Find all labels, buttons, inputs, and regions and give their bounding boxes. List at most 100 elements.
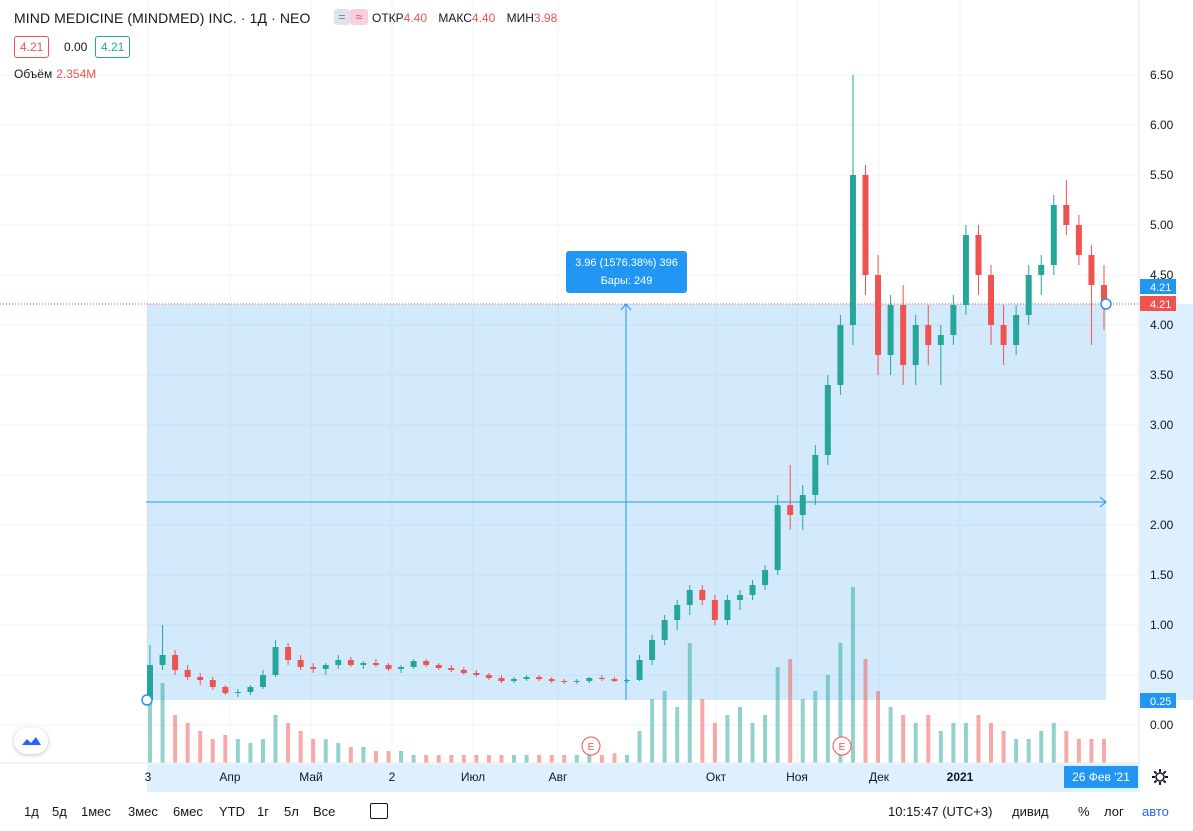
price-tick: 4.00 — [1150, 318, 1174, 332]
timeframe-button-2[interactable]: 1мес — [81, 804, 111, 819]
chart-header: MIND MEDICINE (MINDMED) INC. · 1Д · NEO … — [0, 0, 1193, 90]
candle-body — [272, 647, 279, 675]
volume-bar — [449, 755, 454, 763]
measure-start-handle[interactable] — [141, 694, 153, 706]
earnings-marker[interactable] — [832, 736, 852, 756]
date-range-icon[interactable] — [370, 803, 388, 819]
candle-body — [774, 505, 781, 570]
approx-icon[interactable]: ≈ — [350, 9, 368, 25]
candle-body — [925, 325, 932, 345]
candle-body — [711, 600, 718, 620]
volume-bar — [763, 715, 768, 763]
volume-bar — [976, 715, 981, 763]
candle-body — [636, 660, 643, 680]
open-value: 4.40 — [403, 11, 428, 25]
candle-body — [787, 505, 794, 515]
scale-option-2[interactable]: лог — [1104, 804, 1124, 819]
timeframe-button-0[interactable]: 1д — [24, 804, 39, 819]
time-tick: 3 — [145, 770, 152, 784]
equals-icon[interactable]: = — [334, 9, 350, 25]
volume-bar — [1001, 731, 1006, 763]
measure-change: 3.96 (1576.38%) 396 — [575, 257, 678, 269]
volume-bar — [524, 755, 529, 763]
volume-bar — [1076, 739, 1081, 763]
candle-body — [310, 667, 317, 669]
candle-body — [849, 175, 856, 325]
price-tick: 4.50 — [1150, 268, 1174, 282]
price-tick: 5.50 — [1150, 168, 1174, 182]
volume-bar — [888, 707, 893, 763]
scale-option-3[interactable]: авто — [1142, 804, 1169, 819]
low-label: МИН — [506, 11, 534, 25]
candle-body — [649, 640, 656, 660]
candle-body — [812, 455, 819, 495]
volume-bar — [1039, 731, 1044, 763]
candle-body — [460, 670, 467, 673]
price-tick: 1.50 — [1150, 568, 1174, 582]
candle-body — [686, 590, 693, 605]
earnings-marker[interactable] — [581, 736, 601, 756]
candle-body — [1075, 225, 1082, 255]
time-tick: 2 — [389, 770, 396, 784]
price-tick: 1.00 — [1150, 618, 1174, 632]
scale-option-1[interactable]: % — [1078, 804, 1090, 819]
time-tick: Ноя — [786, 770, 808, 784]
timeframe-button-4[interactable]: 6мес — [173, 804, 203, 819]
volume-bar — [336, 743, 341, 763]
clock[interactable]: 10:15:47 (UTC+3) — [888, 804, 993, 819]
candle-body — [699, 590, 706, 600]
volume-bar — [938, 731, 943, 763]
ask-price[interactable]: 4.21 — [95, 36, 131, 58]
bid-price[interactable]: 4.21 — [14, 36, 50, 58]
candle-body — [1038, 265, 1045, 275]
timeframe-button-3[interactable]: 3мес — [128, 804, 158, 819]
candle-body — [347, 660, 354, 665]
volume-bar — [348, 747, 353, 763]
candle-body — [624, 680, 630, 681]
candle-body — [988, 275, 995, 325]
candle-body — [1101, 285, 1107, 304]
volume-bar — [248, 743, 253, 763]
candle-body — [824, 385, 831, 455]
timeframe-button-7[interactable]: 5л — [284, 804, 299, 819]
candle-body — [423, 661, 430, 665]
candle-body — [147, 665, 153, 700]
candle-body — [1063, 205, 1070, 225]
candle-body — [912, 325, 919, 365]
timeframe-button-5[interactable]: YTD — [219, 804, 245, 819]
volume-bar — [148, 699, 152, 763]
time-tick: Окт — [706, 770, 727, 784]
scale-option-0[interactable]: дивид — [1012, 804, 1049, 819]
time-tick: Июл — [461, 770, 485, 784]
current-date-box — [1064, 766, 1138, 788]
volume-bar — [825, 675, 830, 763]
tradingview-logo-icon[interactable] — [14, 728, 48, 754]
volume-bar — [160, 683, 165, 763]
volume-bar — [951, 723, 956, 763]
price-tick: 2.50 — [1150, 468, 1174, 482]
candle-body — [598, 678, 605, 679]
timeframe-button-6[interactable]: 1г — [257, 804, 269, 819]
candle-body — [523, 677, 530, 679]
volume-bar — [461, 755, 466, 763]
price-tick: 6.00 — [1150, 118, 1174, 132]
timeframe-button-1[interactable]: 5д — [52, 804, 67, 819]
candle-body — [561, 681, 568, 682]
price-tick: 2.00 — [1150, 518, 1174, 532]
volume-bar — [512, 755, 517, 763]
volume-bar — [424, 755, 429, 763]
symbol-title[interactable]: MIND MEDICINE (MINDMED) INC. · 1Д · NEO — [14, 10, 311, 26]
volume-bar — [963, 723, 968, 763]
candle-body — [435, 665, 442, 668]
volume-bar — [185, 723, 190, 763]
price-tick: 6.50 — [1150, 68, 1174, 82]
timeframe-button-8[interactable]: Все — [313, 804, 336, 819]
last-price-red: 4.21 — [1150, 299, 1171, 311]
candle-body — [398, 667, 405, 669]
measure-end-handle[interactable] — [1100, 298, 1112, 310]
volume-bar — [1026, 739, 1031, 763]
volume-bar — [876, 691, 881, 763]
gear-icon[interactable] — [1150, 767, 1170, 787]
volume-bar — [1014, 739, 1019, 763]
